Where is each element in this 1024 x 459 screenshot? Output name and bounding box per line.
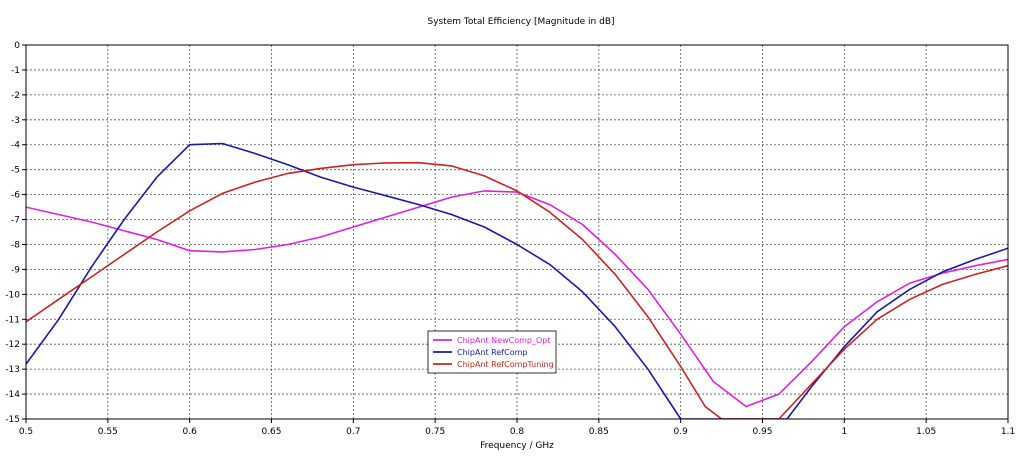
legend-label: ChipAnt RefComp [457,348,527,357]
series-line [26,161,1008,419]
chart-title: System Total Efficiency [Magnitude in dB… [427,17,614,27]
tick-labels: 0.5 0.55 0.6 0.65 0.7 0.75 0.8 0.85 0.9 0.95 1 1.05… [5,41,1015,437]
x-tick-label: 0.65 [261,427,281,437]
y-tick-label: -5 [11,166,20,176]
x-tick-label: 0.9 [674,427,689,437]
x-tick-label: 0.8 [510,427,525,437]
y-tick-label: -7 [11,216,20,226]
y-tick-label: -12 [5,340,20,350]
x-tick-label: 0.55 [98,427,118,437]
x-tick-label: 1 [841,427,847,437]
series-line [26,142,1008,419]
legend: ChipAnt NewComp_Opt ChipAnt RefComp ChipAn… [427,330,557,374]
x-axis-label: Frequency / GHz [480,441,554,451]
x-tick-label: 1.05 [916,427,936,437]
x-tick-label: 0.85 [589,427,609,437]
y-tick-label: 0 [14,41,20,51]
y-tick-label: -9 [11,265,20,275]
y-tick-label: -4 [11,141,20,151]
x-tick-label: 0.95 [752,427,772,437]
y-tick-label: -2 [11,91,20,101]
x-tick-label: 0.75 [425,427,445,437]
x-tick-label: 0.5 [19,427,33,437]
series-lines [26,142,1008,419]
y-tick-label: -15 [5,415,20,425]
y-tick-label: -6 [11,191,20,201]
x-tick-label: 0.7 [346,427,360,437]
series-line [26,190,1008,408]
y-tick-label: -14 [5,390,20,400]
plot-frame [25,44,1009,420]
x-tick-label: 0.6 [183,427,198,437]
y-tick-label: -8 [11,240,20,250]
y-tick-label: -13 [5,365,20,375]
y-tick-label: -10 [5,290,20,300]
y-tick-label: -3 [11,116,20,126]
x-tick-label: 1.1 [1001,427,1015,437]
y-tick-label: -11 [5,315,20,325]
legend-label: ChipAnt RefCompTuning [457,360,554,369]
legend-label: ChipAnt NewComp_Opt [457,336,551,345]
y-tick-label: -1 [11,66,20,76]
